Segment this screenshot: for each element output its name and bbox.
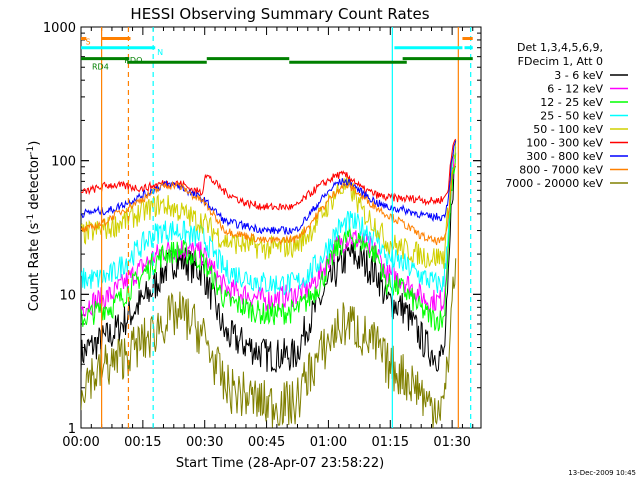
series-line-0 bbox=[81, 165, 457, 373]
y-tick-label: 1000 bbox=[43, 21, 76, 36]
series-group bbox=[81, 138, 457, 428]
y-axis-label-main: Count Rate (s bbox=[27, 223, 42, 312]
x-tick-label: 00:15 bbox=[124, 435, 161, 450]
legend-label: 50 - 100 keV bbox=[533, 123, 603, 136]
series-line-7 bbox=[81, 163, 457, 246]
plot-border bbox=[80, 26, 482, 429]
x-tick-label: 01:15 bbox=[372, 435, 409, 450]
y-axis-label-sup1: -1 bbox=[26, 214, 36, 223]
series-line-2 bbox=[81, 153, 457, 332]
axes-frame: 1 10 100 1000 00:00 00:15 00:30 00:45 01:00 01:15… bbox=[43, 21, 482, 450]
series-line-3 bbox=[81, 146, 457, 296]
series-line-8 bbox=[81, 258, 457, 428]
annotation-1: N bbox=[157, 48, 163, 57]
y-tick-label: 100 bbox=[51, 155, 76, 170]
plot-area: 1 10 100 1000 00:00 00:15 00:30 00:45 01:00 01:15… bbox=[43, 21, 482, 450]
y-axis-label-sup2: -1 bbox=[26, 146, 36, 155]
footer-timestamp: 13-Dec-2009 10:45 bbox=[568, 469, 636, 477]
legend-header-line: FDecim 1, Att 0 bbox=[518, 55, 603, 68]
series-line-5 bbox=[81, 138, 457, 211]
legend-label: 12 - 25 keV bbox=[540, 96, 603, 109]
legend-label: 3 - 6 keV bbox=[554, 69, 603, 82]
y-tick-label: 1 bbox=[68, 422, 76, 437]
x-tick-label: 00:45 bbox=[248, 435, 285, 450]
chart-title: HESSI Observing Summary Count Rates bbox=[130, 5, 429, 23]
y-axis-label-end: ) bbox=[27, 141, 42, 146]
series-line-4 bbox=[81, 139, 457, 269]
legend-header-line: Det 1,3,4,5,6,9, bbox=[517, 41, 603, 54]
y-axis-label-mid: detector bbox=[27, 154, 42, 214]
annotation-0: S bbox=[85, 37, 90, 46]
x-tick-label: 01:30 bbox=[433, 435, 470, 450]
series-line-6 bbox=[81, 140, 457, 235]
legend-label: 25 - 50 keV bbox=[540, 110, 603, 123]
legend-label: 300 - 800 keV bbox=[526, 150, 603, 163]
legend-label: 100 - 300 keV bbox=[526, 137, 603, 150]
x-tick-label: 00:30 bbox=[186, 435, 223, 450]
x-axis-label: Start Time (28-Apr-07 23:58:22) bbox=[176, 456, 384, 471]
y-tick-label: 10 bbox=[59, 288, 76, 303]
annotation-3: RD4 bbox=[92, 63, 109, 72]
x-tick-label: 01:00 bbox=[310, 435, 347, 450]
annotation-2: RDO bbox=[124, 56, 142, 65]
legend-label: 7000 - 20000 keV bbox=[505, 177, 603, 190]
legend-label: 800 - 7000 keV bbox=[519, 164, 603, 177]
series-line-1 bbox=[81, 152, 457, 317]
x-tick-label: 00:00 bbox=[62, 435, 99, 450]
legend: Det 1,3,4,5,6,9,FDecim 1, Att 03 - 6 keV… bbox=[505, 41, 628, 190]
legend-label: 6 - 12 keV bbox=[547, 83, 603, 96]
y-axis-label: Count Rate (s-1 detector-1) bbox=[26, 141, 42, 312]
